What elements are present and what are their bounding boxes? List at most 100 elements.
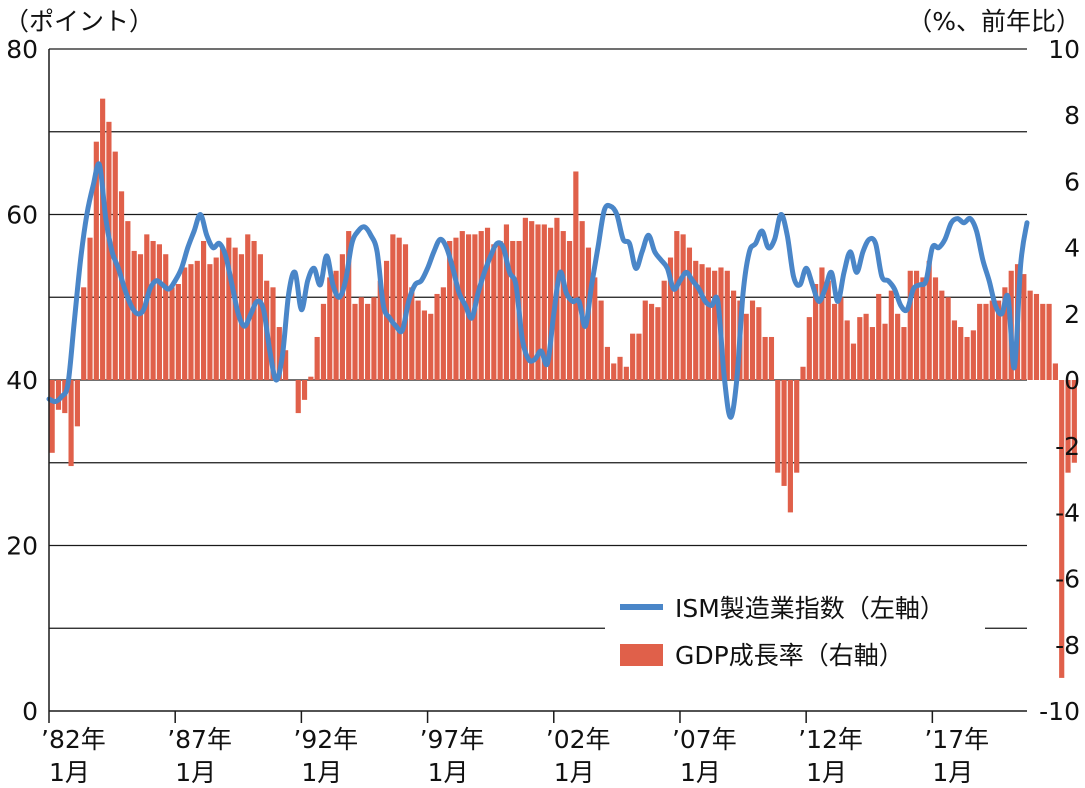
gdp-bar [68,380,74,467]
gdp-bar [775,380,781,473]
gdp-bar [712,270,718,380]
gdp-bar [945,297,951,380]
gdp-bar [592,277,598,380]
gdp-bar [219,247,226,380]
gdp-bar [434,293,440,380]
gdp-bar [932,277,939,380]
gdp-bar [182,267,188,380]
gdp-bar [876,293,882,380]
right-tick-label: -10 [1039,697,1080,726]
gdp-bar [617,356,623,380]
gdp-bar [415,300,421,380]
x-tick-year-label: ’02年 [546,725,611,754]
gdp-bar [314,336,320,380]
gdp-bar [365,303,371,380]
right-tick-label: -4 [1055,498,1080,527]
gdp-bar [194,260,200,380]
gdp-bar [169,287,175,380]
gdp-bar [137,254,144,380]
gdp-bar [1033,293,1040,380]
gdp-bar [320,303,327,380]
x-tick-year-label: ’92年 [293,725,358,754]
x-tick-year-label: ’12年 [798,725,863,754]
gdp-bar [705,267,711,380]
gdp-bar [213,257,219,380]
x-tick-month-label: 1月 [428,758,469,787]
right-tick-label: 4 [1064,234,1080,263]
gdp-bar [163,254,169,380]
gdp-bar [358,297,364,380]
gdp-bar [74,380,80,427]
gdp-bar [579,221,585,380]
gdp-bar [560,231,566,380]
left-tick-label: 40 [6,366,38,395]
gdp-bar [996,300,1002,380]
gdp-bar [333,270,339,380]
x-tick-month-label: 1月 [49,758,90,787]
gdp-bar [674,231,680,380]
ism-line [46,161,1030,420]
gdp-bar [510,240,516,380]
gdp-bar [895,313,901,380]
gdp-bar [863,313,869,380]
gdp-bar [93,141,99,380]
right-tick-label: -2 [1055,432,1080,461]
gdp-bar [970,330,976,380]
gdp-bar [882,323,888,380]
gdp-bar [743,313,749,380]
x-tick-year-label: ’82年 [41,725,106,754]
gdp-bar [800,366,806,380]
gdp-bar [188,264,194,380]
x-tick-month-label: 1月 [806,758,847,787]
gdp-bar [844,320,850,380]
gdp-bar [977,303,983,380]
gdp-bar [245,234,251,380]
gdp-bar [1040,303,1046,380]
gdp-bar [661,280,667,380]
gdp-bar [308,376,314,380]
gdp-bar [888,290,894,380]
gdp-bar [371,297,377,380]
gdp-bar [642,300,648,380]
gdp-bar [630,333,636,380]
gdp-bar [781,380,787,486]
left-tick-label: 20 [6,532,38,561]
gdp-bar [693,260,699,380]
gdp-bar [907,270,913,380]
right-axis-unit-label: （%、前年比） [907,7,1081,36]
legend-label-gdp: GDP成長率（右軸） [675,641,904,670]
gdp-bar [920,277,926,380]
gdp-bar [270,287,276,380]
gdp-bar [869,327,875,380]
gdp-bar [636,333,642,380]
gdp-bar [283,350,289,380]
x-tick-year-label: ’87年 [167,725,232,754]
gdp-bar [983,303,989,380]
gdp-bar [131,250,137,380]
gdp-bar [939,290,945,380]
gdp-bar [1052,363,1058,380]
gdp-bar [731,290,737,380]
gdp-bar [1071,380,1077,463]
right-tick-label: 8 [1064,101,1080,130]
gdp-bar [106,121,112,380]
gdp-bar [541,224,547,380]
gdp-bar [87,237,93,380]
gdp-bar [699,264,705,380]
gdp-bar [989,300,995,380]
x-tick-month-label: 1月 [301,758,342,787]
gdp-bar [655,307,661,380]
right-tick-label: 6 [1064,167,1080,196]
legend-bar-swatch [620,644,663,666]
gdp-bar [175,284,181,380]
gdp-bar [667,257,674,380]
gdp-bar [1002,287,1008,380]
gdp-bar [648,303,655,380]
left-axis-unit-label: （ポイント） [4,7,155,36]
gdp-bar [339,254,345,380]
x-tick-year-label: ’97年 [420,725,485,754]
gdp-bar [926,260,932,380]
gdp-bar [100,98,106,381]
right-tick-label: -8 [1055,631,1080,660]
